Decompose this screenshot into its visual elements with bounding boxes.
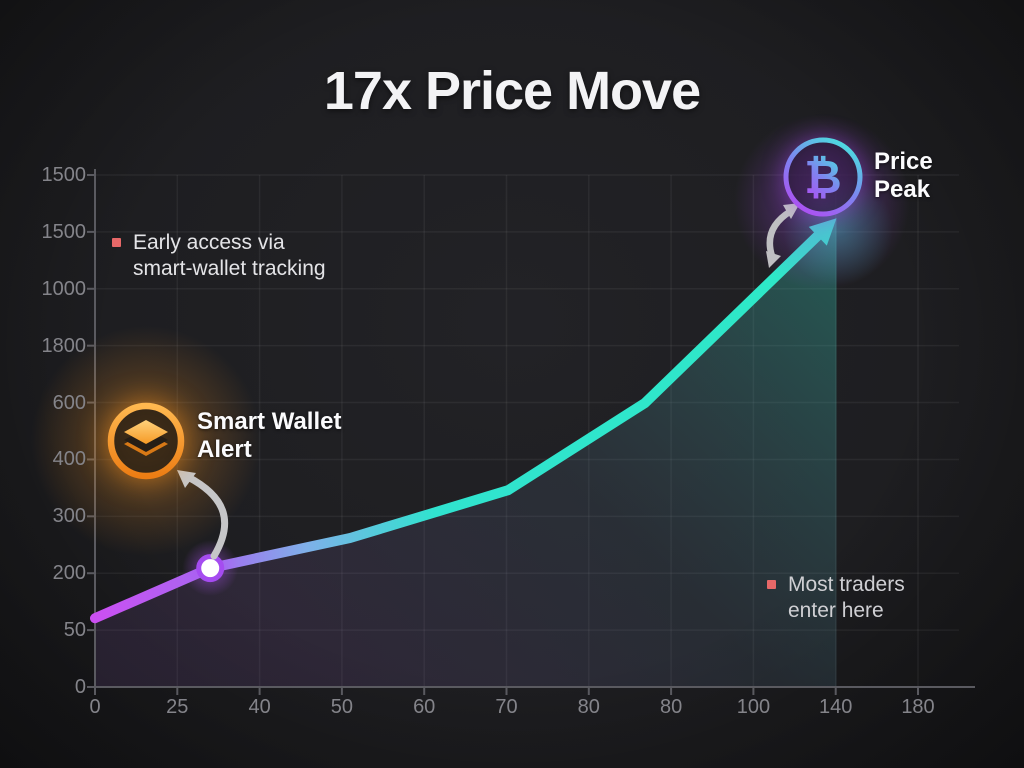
bitcoin-symbol: ₿ — [804, 150, 842, 204]
y-axis-tick-label: 600 — [52, 391, 86, 414]
x-axis-tick-label: 40 — [248, 696, 271, 718]
smart-wallet-label: Smart Wallet Alert — [197, 408, 341, 464]
y-axis-tick-label: 200 — [52, 562, 86, 585]
entry-point-marker — [196, 554, 225, 583]
x-axis-tick-label: 60 — [413, 696, 436, 718]
y-axis-tick-label: 1800 — [41, 334, 87, 357]
double-arrow — [766, 203, 800, 268]
y-axis-tick-label: 1500 — [41, 164, 87, 186]
x-axis-tick-label: 80 — [577, 696, 600, 718]
note-line: Early access via — [133, 231, 285, 254]
y-axis-tick-label: 1000 — [41, 277, 87, 300]
x-axis-tick-label: 140 — [819, 696, 853, 718]
x-axis-tick-label: 100 — [736, 696, 771, 718]
y-axis-tick-label: 1500 — [41, 220, 87, 243]
x-axis-tick-label: 180 — [901, 696, 935, 718]
y-axis-tick-label: 300 — [52, 505, 86, 528]
page-title: 17x Price Move — [323, 61, 701, 121]
x-axis-tick-label: 0 — [89, 696, 101, 718]
area-fill — [95, 218, 837, 687]
curved-arrow — [177, 470, 229, 560]
smart-wallet-icon — [104, 399, 188, 488]
y-axis-tick-label: 400 — [52, 448, 86, 471]
label-line: Peak — [874, 176, 931, 203]
x-axis-tick-label: 25 — [166, 696, 189, 718]
note-line: smart-wallet tracking — [133, 257, 326, 280]
y-axis-tick-label: 0 — [74, 676, 86, 698]
bitcoin-icon: ₿ — [779, 133, 867, 226]
x-axis-tick-label: 50 — [330, 696, 354, 718]
note-early-access: Early access via smart-wallet tracking — [112, 230, 326, 282]
note-line: Most traders — [788, 573, 905, 596]
note-most-traders: Most traders enter here — [767, 572, 905, 624]
price-peak-label: Price Peak — [874, 148, 933, 204]
label-line: Alert — [197, 436, 252, 463]
label-line: Smart Wallet — [197, 408, 342, 435]
bitcoin-coin-icon: ₿ — [783, 137, 863, 217]
red-bullet-icon — [767, 580, 776, 589]
label-line: Price — [874, 148, 933, 175]
x-axis-tick-label: 70 — [495, 696, 518, 718]
x-axis-tick-label: 80 — [659, 696, 683, 718]
wallet-layers-icon — [107, 402, 185, 480]
y-axis-tick-label: 50 — [63, 619, 86, 642]
red-bullet-icon — [112, 238, 121, 247]
note-line: enter here — [788, 599, 884, 622]
